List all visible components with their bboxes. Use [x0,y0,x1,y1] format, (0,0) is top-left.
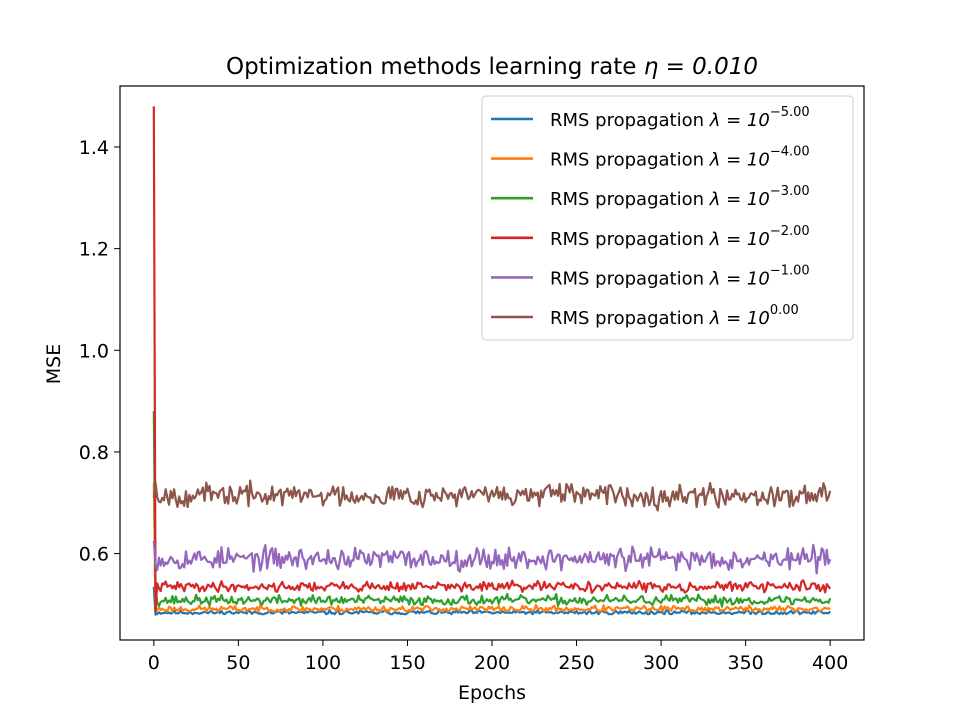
series-line-lambda-1e0 [154,481,830,511]
series-line-lambda-1e-4 [154,482,830,612]
x-tick-label: 50 [226,652,250,674]
x-tick-label: 400 [812,652,848,674]
chart-title-text: Optimization methods learning rate [226,54,644,80]
x-tick-label: 150 [389,652,425,674]
series-line-lambda-1e-1 [154,541,830,574]
x-tick-label: 100 [305,652,341,674]
x-axis-label: Epochs [458,682,526,704]
x-tick-label: 350 [728,652,764,674]
y-axis-label: MSE [43,344,65,384]
chart-title-math: η = 0.010 [644,54,758,80]
x-tick-label: 250 [558,652,594,674]
chart-title: Optimization methods learning rate η = 0… [226,54,758,80]
y-tick-label: 1.4 [79,137,109,159]
series-line-lambda-1e-3 [154,411,830,606]
x-tick-label: 0 [148,652,160,674]
x-tick-label: 200 [474,652,510,674]
x-tick-label: 300 [643,652,679,674]
y-tick-label: 1.0 [79,340,109,362]
y-tick-label: 0.8 [79,442,109,464]
y-tick-label: 1.2 [79,239,109,261]
y-tick-label: 0.6 [79,544,109,566]
